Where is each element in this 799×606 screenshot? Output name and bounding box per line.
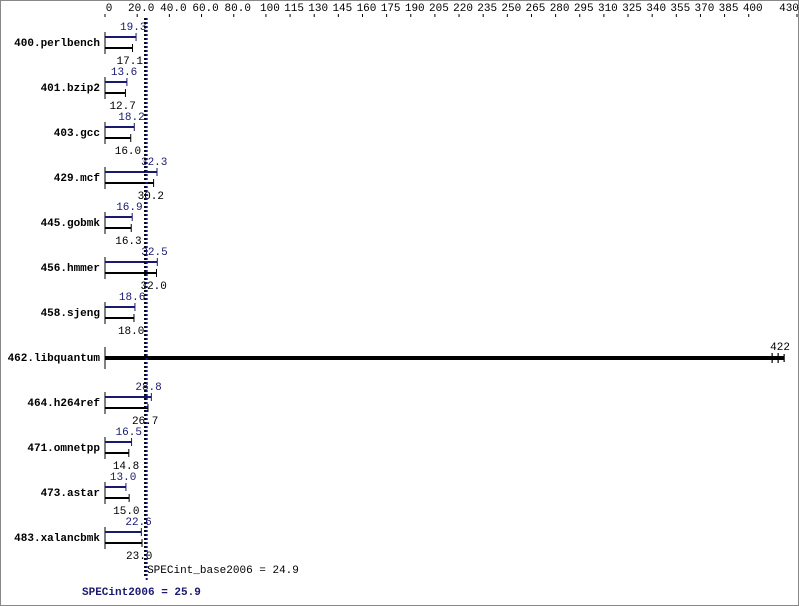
- summary-label: SPECint2006 = 25.9: [82, 587, 201, 599]
- x-tick-label: 160: [357, 3, 377, 15]
- x-tick-label: 265: [526, 3, 546, 15]
- x-tick-label: 115: [284, 3, 304, 15]
- category-label: 462.libquantum: [8, 353, 101, 365]
- x-tick-label: 355: [670, 3, 690, 15]
- value-label: 17.1: [117, 56, 144, 68]
- value-label: 14.8: [113, 461, 139, 473]
- category-label: 429.mcf: [54, 173, 101, 185]
- category-label: 456.hmmer: [41, 263, 100, 275]
- category-label: 445.gobmk: [41, 218, 101, 230]
- x-tick-label: 370: [695, 3, 715, 15]
- x-tick-label: 20.0: [128, 3, 154, 15]
- category-label: 464.h264ref: [27, 398, 100, 410]
- value-label: 16.5: [116, 427, 142, 439]
- category-label: 403.gcc: [54, 128, 100, 140]
- value-label: 13.0: [110, 472, 136, 484]
- x-tick-label: 60.0: [192, 3, 218, 15]
- value-label: 16.3: [115, 236, 141, 248]
- value-label: 18.2: [118, 112, 144, 124]
- value-label: 16.9: [116, 202, 142, 214]
- value-label: 22.6: [125, 517, 151, 529]
- x-tick-label: 310: [598, 3, 618, 15]
- value-label: 18.6: [119, 292, 145, 304]
- category-label: 458.sjeng: [41, 308, 100, 320]
- value-label: 26.7: [132, 416, 158, 428]
- value-label: 18.0: [118, 326, 144, 338]
- x-tick-label: 40.0: [160, 3, 186, 15]
- x-tick-label: 400: [743, 3, 763, 15]
- value-label: 28.8: [135, 382, 161, 394]
- value-label: 32.5: [141, 247, 167, 259]
- x-tick-label: 0: [106, 3, 113, 15]
- x-tick-label: 280: [550, 3, 570, 15]
- x-tick-label: 130: [308, 3, 328, 15]
- x-tick-label: 100: [260, 3, 280, 15]
- x-tick-label: 295: [574, 3, 594, 15]
- x-tick-label: 220: [453, 3, 473, 15]
- category-label: 471.omnetpp: [27, 443, 100, 455]
- x-tick-label: 340: [646, 3, 666, 15]
- x-tick-label: 205: [429, 3, 449, 15]
- summary-label: SPECint_base2006 = 24.9: [147, 565, 299, 577]
- category-label: 400.perlbench: [14, 38, 100, 50]
- x-tick-label: 190: [405, 3, 425, 15]
- category-label: 473.astar: [41, 488, 100, 500]
- value-label: 422: [770, 342, 790, 354]
- value-label: 13.6: [111, 67, 137, 79]
- x-tick-label: 145: [332, 3, 352, 15]
- value-label: 12.7: [109, 101, 135, 113]
- x-tick-label: 385: [719, 3, 739, 15]
- x-tick-label: 325: [622, 3, 642, 15]
- x-tick-label: 430: [779, 3, 799, 15]
- value-label: 15.0: [113, 506, 139, 518]
- value-label: 16.0: [115, 146, 141, 158]
- x-tick-label: 80.0: [225, 3, 251, 15]
- category-label: 401.bzip2: [41, 83, 100, 95]
- value-label: 23.0: [126, 551, 152, 563]
- x-tick-label: 235: [477, 3, 497, 15]
- category-label: 483.xalancbmk: [14, 533, 100, 545]
- x-tick-label: 175: [381, 3, 401, 15]
- x-tick-label: 250: [501, 3, 521, 15]
- value-label: 19.3: [120, 22, 146, 34]
